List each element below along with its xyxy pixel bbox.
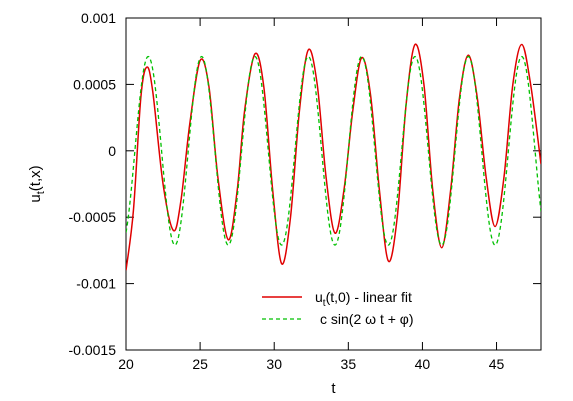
x-tick-label: 35 [341, 356, 357, 372]
y-tick-label: -0.0005 [69, 209, 117, 225]
legend-label-series-1-sub: t [323, 298, 326, 309]
legend-label-series-1-main: u [315, 289, 323, 305]
legend-label-series-1-rest: (t,0) - linear fit [326, 289, 412, 305]
y-tick-label: 0 [108, 143, 116, 159]
legend: ut(t,0) - linear fit c sin(2 ω t + φ) [262, 289, 414, 327]
series-lines [126, 43, 541, 271]
x-tick-label: 40 [415, 356, 431, 372]
x-axis-ticks: 20 25 30 35 40 45 [118, 18, 505, 372]
plot-frame [125, 17, 542, 351]
series-line-sine-fit [126, 55, 541, 246]
y-axis-label: ut(t,x) [27, 165, 47, 202]
x-axis-label: t [331, 380, 336, 397]
x-tick-label: 20 [118, 356, 134, 372]
x-tick-label: 45 [489, 356, 505, 372]
x-tick-label: 30 [266, 356, 282, 372]
series-line-ut-linear-fit [126, 43, 541, 271]
x-tick-label: 25 [192, 356, 208, 372]
y-tick-label: 0.0005 [73, 76, 116, 92]
legend-label-series-1: ut(t,0) - linear fit [315, 289, 412, 309]
plot-area [125, 17, 542, 351]
y-axis-label-rest: (t,x) [27, 165, 44, 191]
y-tick-label: -0.0015 [69, 342, 117, 358]
y-tick-label: 0.001 [81, 10, 116, 26]
y-axis-ticks: 0.001 0.0005 0 -0.0005 -0.001 -0.0015 [69, 10, 541, 358]
legend-label-series-2: c sin(2 ω t + φ) [320, 311, 414, 327]
y-axis-label-main: u [27, 194, 44, 202]
y-axis-label-sub: t [35, 191, 47, 194]
y-tick-label: -0.001 [76, 276, 116, 292]
